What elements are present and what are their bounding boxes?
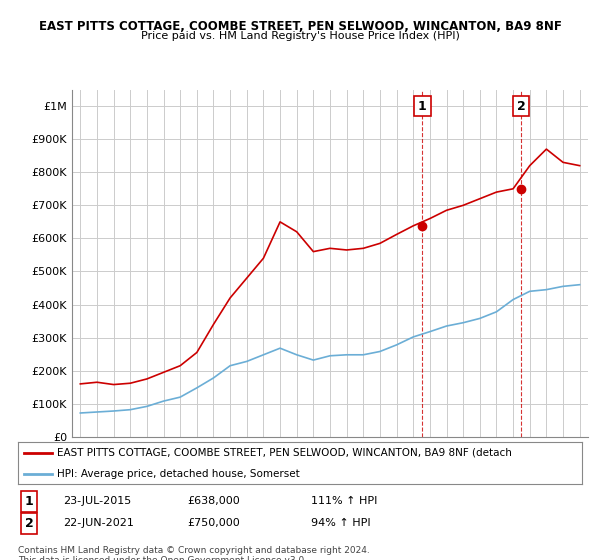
Text: Contains HM Land Registry data © Crown copyright and database right 2024.
This d: Contains HM Land Registry data © Crown c… bbox=[18, 546, 370, 560]
Text: 94% ↑ HPI: 94% ↑ HPI bbox=[311, 519, 371, 529]
Text: HPI: Average price, detached house, Somerset: HPI: Average price, detached house, Some… bbox=[58, 469, 300, 479]
Text: £638,000: £638,000 bbox=[187, 496, 240, 506]
Text: EAST PITTS COTTAGE, COOMBE STREET, PEN SELWOOD, WINCANTON, BA9 8NF (detach: EAST PITTS COTTAGE, COOMBE STREET, PEN S… bbox=[58, 448, 512, 458]
Text: £750,000: £750,000 bbox=[187, 519, 240, 529]
Text: 22-JUN-2021: 22-JUN-2021 bbox=[63, 519, 134, 529]
Text: 111% ↑ HPI: 111% ↑ HPI bbox=[311, 496, 377, 506]
Text: 2: 2 bbox=[517, 100, 525, 113]
Text: 2: 2 bbox=[25, 517, 34, 530]
Text: EAST PITTS COTTAGE, COOMBE STREET, PEN SELWOOD, WINCANTON, BA9 8NF: EAST PITTS COTTAGE, COOMBE STREET, PEN S… bbox=[38, 20, 562, 32]
Text: 23-JUL-2015: 23-JUL-2015 bbox=[63, 496, 131, 506]
Text: Price paid vs. HM Land Registry's House Price Index (HPI): Price paid vs. HM Land Registry's House … bbox=[140, 31, 460, 41]
Text: 1: 1 bbox=[25, 495, 34, 508]
Text: 1: 1 bbox=[418, 100, 427, 113]
